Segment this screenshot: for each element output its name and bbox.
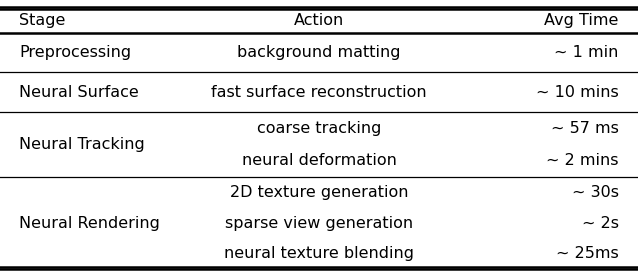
Text: neural texture blending: neural texture blending <box>224 246 414 261</box>
Text: coarse tracking: coarse tracking <box>257 121 381 136</box>
Text: ~ 25ms: ~ 25ms <box>556 246 619 261</box>
Text: neural deformation: neural deformation <box>242 153 396 168</box>
Text: Neural Rendering: Neural Rendering <box>19 216 160 231</box>
Text: ~ 2 mins: ~ 2 mins <box>546 153 619 168</box>
Text: Stage: Stage <box>19 12 66 28</box>
Text: ~ 2s: ~ 2s <box>582 216 619 231</box>
Text: sparse view generation: sparse view generation <box>225 216 413 231</box>
Text: Preprocessing: Preprocessing <box>19 45 131 60</box>
Text: fast surface reconstruction: fast surface reconstruction <box>211 85 427 100</box>
Text: ~ 57 ms: ~ 57 ms <box>551 121 619 136</box>
Text: ~ 1 min: ~ 1 min <box>554 45 619 60</box>
Text: Neural Surface: Neural Surface <box>19 85 139 100</box>
Text: background matting: background matting <box>237 45 401 60</box>
Text: ~ 30s: ~ 30s <box>572 185 619 200</box>
Text: 2D texture generation: 2D texture generation <box>230 185 408 200</box>
Text: Neural Tracking: Neural Tracking <box>19 137 145 152</box>
Text: ~ 10 mins: ~ 10 mins <box>536 85 619 100</box>
Text: Avg Time: Avg Time <box>544 12 619 28</box>
Text: Action: Action <box>294 12 344 28</box>
